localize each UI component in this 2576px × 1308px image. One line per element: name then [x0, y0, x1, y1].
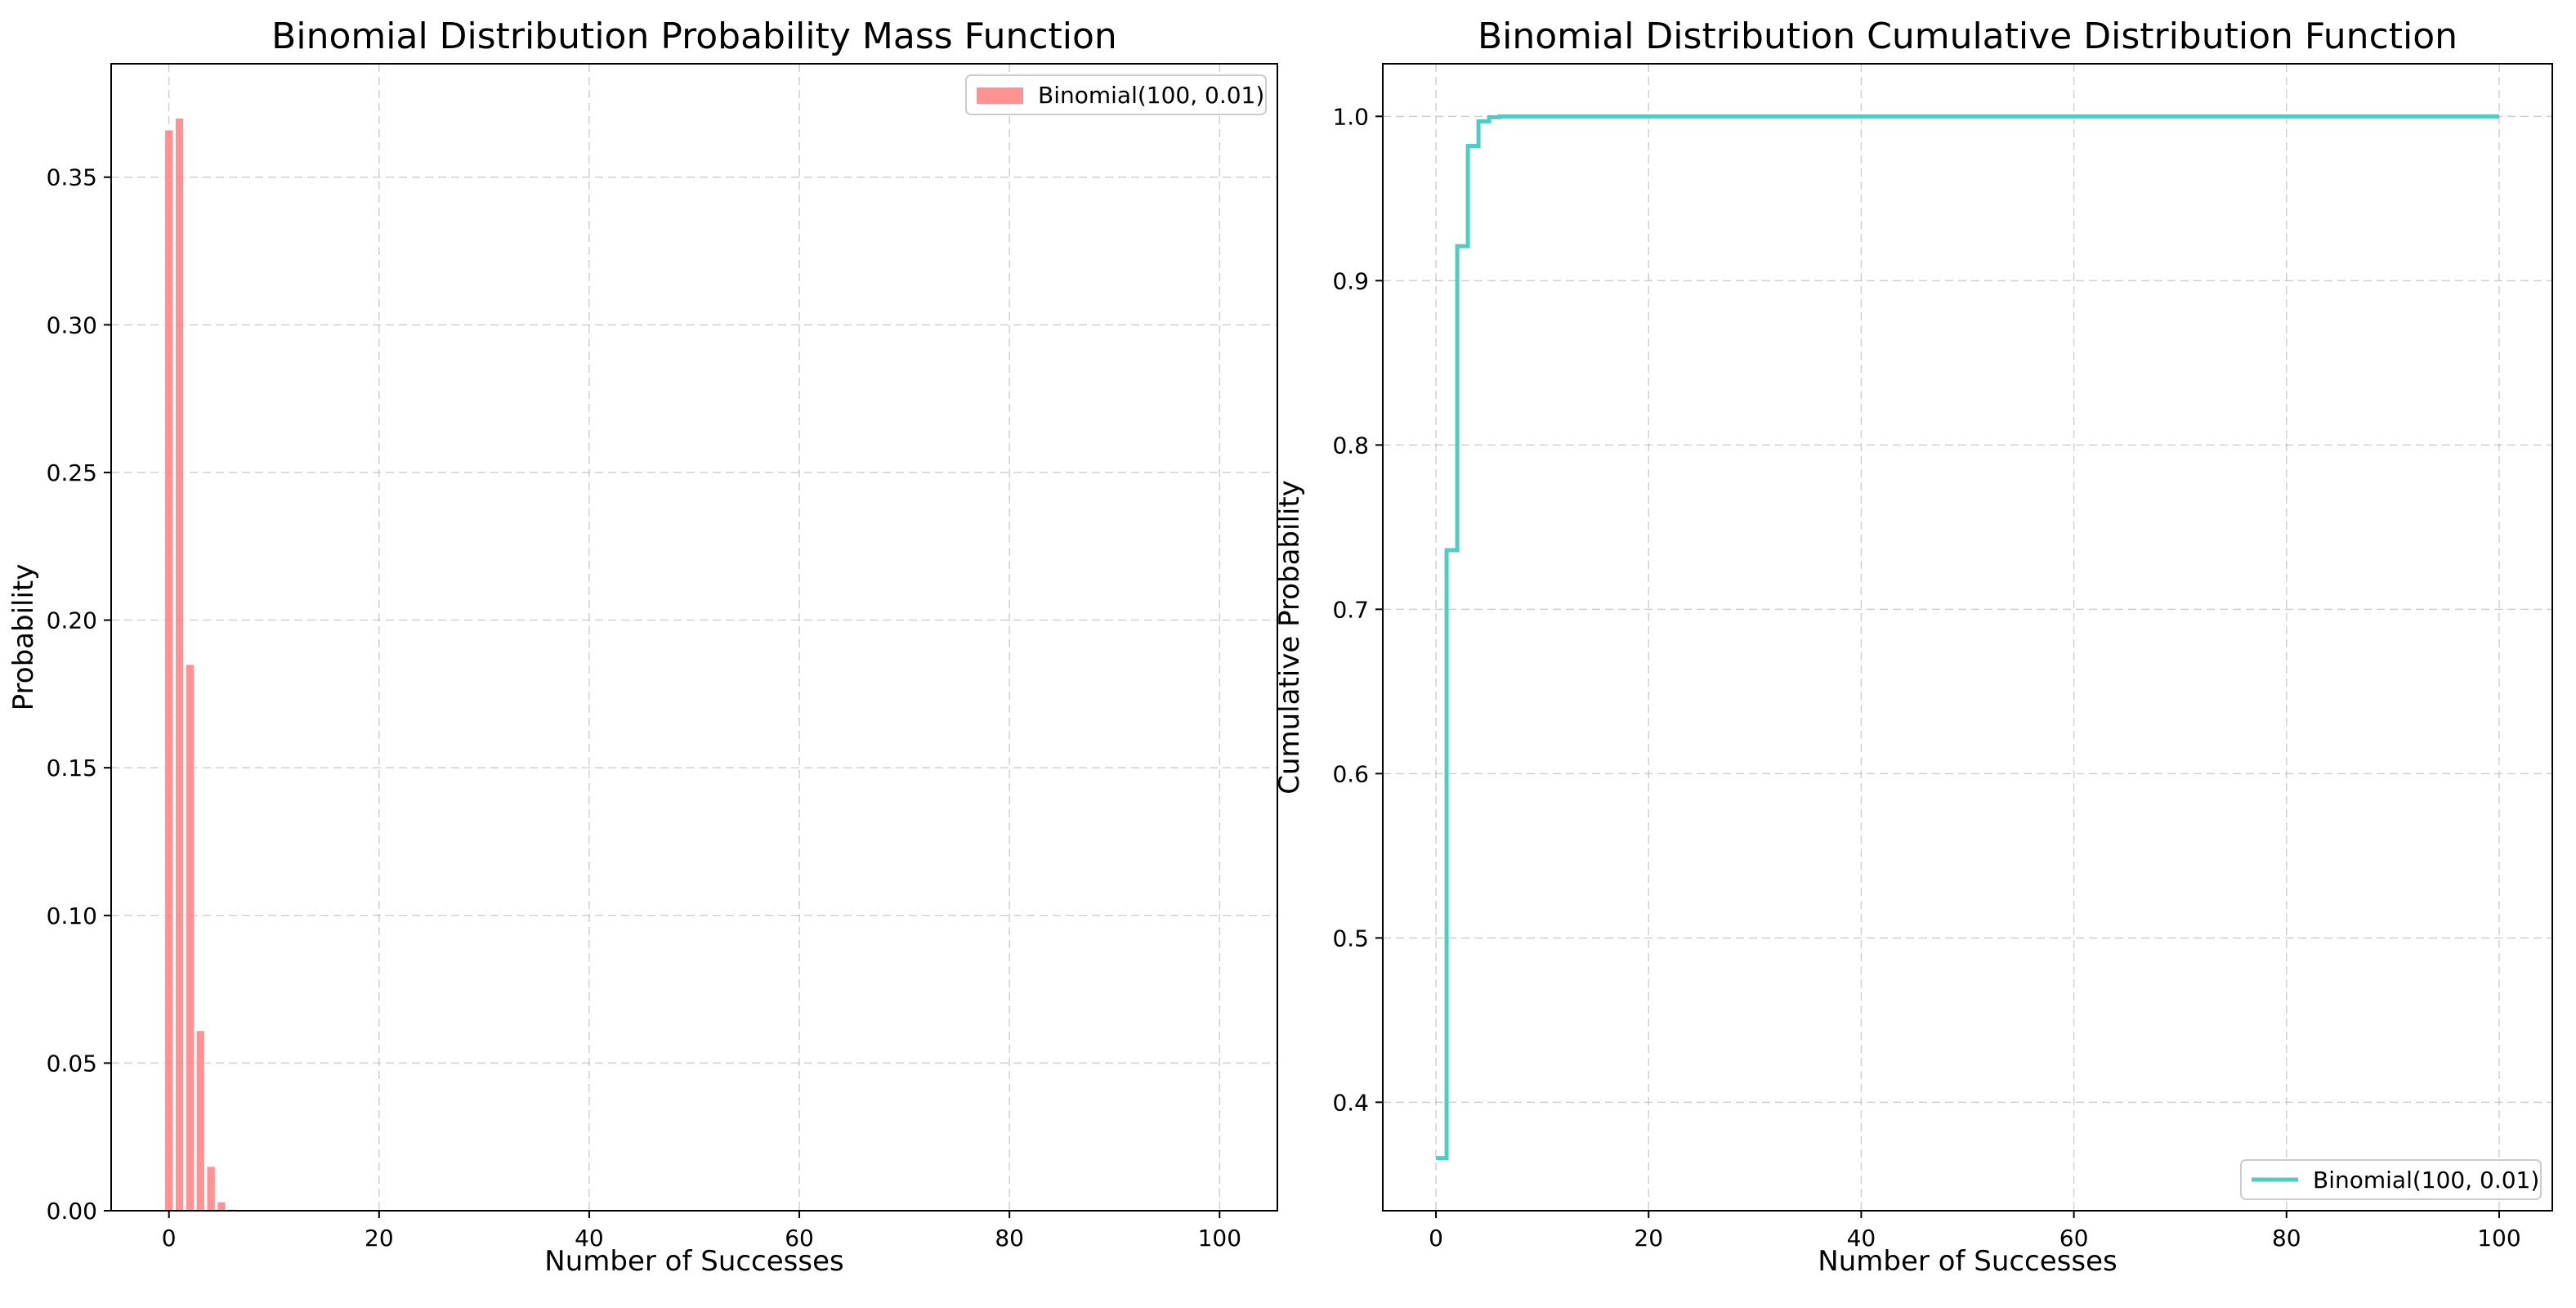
- x-tick-label: 100: [1198, 1225, 1241, 1252]
- y-tick-label: 0.35: [47, 164, 97, 191]
- y-tick-label: 0.8: [1332, 432, 1369, 459]
- chart-title: Binomial Distribution Cumulative Distrib…: [1478, 16, 2457, 57]
- pmf-bar: [164, 129, 174, 1212]
- cdf-step-line: [1436, 114, 2499, 1161]
- y-tick-label: 0.05: [47, 1050, 97, 1077]
- x-tick-label: 80: [995, 1225, 1024, 1252]
- y-tick-label: 0.7: [1332, 596, 1369, 623]
- x-axis-label: Number of Successes: [1818, 1245, 2117, 1278]
- legend-swatch: [977, 87, 1023, 104]
- pmf-chart: 0 20 40 60 80 100 0.00 0.05 0.10 0.15 0.20 0.25 0.30…: [7, 16, 1278, 1278]
- y-tick-label: 0.20: [47, 607, 97, 634]
- y-tick-label: 0.00: [47, 1198, 97, 1225]
- x-tick-label: 20: [364, 1225, 394, 1252]
- x-tick-label: 60: [2059, 1225, 2089, 1252]
- x-tick-label: 40: [1847, 1225, 1876, 1252]
- axes-frame: [1382, 63, 2553, 1212]
- x-tick-label: 40: [575, 1225, 604, 1252]
- x-tick-label: 0: [162, 1225, 177, 1252]
- pmf-bar: [185, 664, 195, 1212]
- pmf-bar: [217, 1201, 226, 1212]
- y-tick-label: 0.30: [47, 311, 97, 338]
- chart-title: Binomial Distribution Probability Mass F…: [271, 16, 1117, 57]
- pmf-bar: [206, 1166, 216, 1212]
- legend-box: [965, 74, 1267, 115]
- x-tick-label: 80: [2272, 1225, 2301, 1252]
- x-tick-label: 60: [785, 1225, 814, 1252]
- x-tick-label: 20: [1634, 1225, 1663, 1252]
- x-tick-label: 0: [1429, 1225, 1443, 1252]
- cdf-chart: 0 20 40 60 80 100 0.4 0.5 0.6 0.7 0.8 0.9 1.0 Binomia…: [1273, 16, 2553, 1278]
- x-tick-label: 100: [2477, 1225, 2520, 1252]
- y-tick-label: 0.15: [47, 755, 97, 782]
- axes-frame: [110, 63, 1278, 1212]
- pmf-bar: [195, 1030, 205, 1212]
- y-tick-label: 0.9: [1332, 267, 1369, 294]
- y-tick-label: 0.5: [1332, 925, 1369, 952]
- y-tick-label: 0.10: [47, 903, 97, 929]
- x-axis-label: Number of Successes: [544, 1245, 843, 1278]
- y-tick-label: 0.25: [47, 459, 97, 486]
- y-axis-label: Cumulative Probability: [1273, 480, 1306, 795]
- legend-box: [2240, 1159, 2542, 1200]
- legend-label: Binomial(100, 0.01): [1038, 82, 1264, 109]
- y-tick-label: 1.0: [1332, 103, 1369, 130]
- y-axis-label: Probability: [7, 564, 40, 711]
- y-tick-label: 0.4: [1332, 1089, 1369, 1116]
- y-tick-label: 0.6: [1332, 760, 1369, 787]
- legend-label: Binomial(100, 0.01): [2313, 1167, 2539, 1194]
- pmf-bar: [174, 117, 185, 1212]
